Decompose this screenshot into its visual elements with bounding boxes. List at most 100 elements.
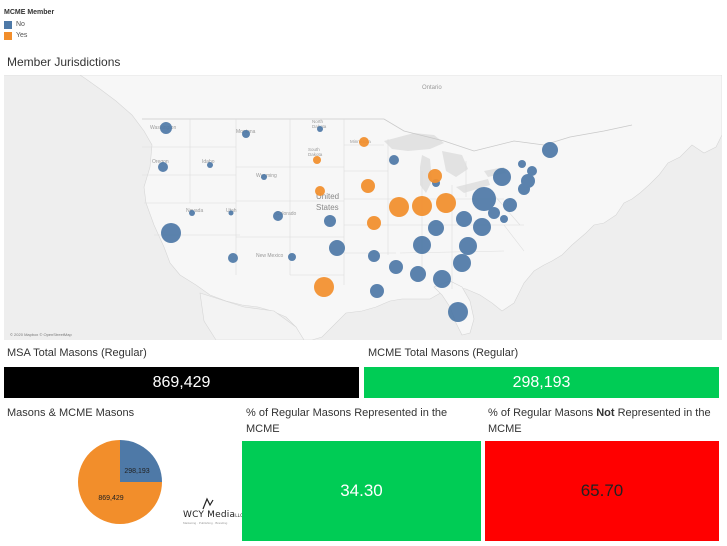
marker-massachusetts xyxy=(521,174,535,188)
marker-new-jersey xyxy=(503,198,517,212)
marker-texas xyxy=(314,277,334,297)
marker-new-hampshire xyxy=(527,166,537,176)
mcme-total-value: 298,193 xyxy=(512,373,571,391)
msa-total-value: 869,429 xyxy=(152,373,211,391)
marker-montana xyxy=(242,130,250,138)
border-canada-us xyxy=(142,118,633,152)
legend-title: MCME Member xyxy=(4,9,55,16)
legend-swatch-no xyxy=(4,20,12,29)
marker-kentucky xyxy=(428,220,444,236)
marker-virginia xyxy=(473,218,491,236)
marker-oregon xyxy=(158,162,168,172)
legend-item-yes[interactable]: Yes xyxy=(4,30,54,41)
markers-yes[interactable] xyxy=(313,137,456,297)
not-represented-title-pre: % of Regular Masons xyxy=(488,407,597,419)
logo-tagline: Marketing · Publishing · Branding xyxy=(183,521,228,525)
mcme-total-title: MCME Total Masons (Regular) xyxy=(368,347,519,359)
marker-vermont xyxy=(518,160,526,168)
legend-item-no[interactable]: No xyxy=(4,19,54,30)
label-oregon: Oregon xyxy=(152,159,169,165)
marker-wyoming xyxy=(261,174,267,180)
marker-wisconsin xyxy=(389,155,399,165)
marker-colorado xyxy=(273,211,283,221)
legend-label-no: No xyxy=(16,21,25,28)
not-represented-title: % of Regular Masons Not Represented in t… xyxy=(488,405,718,437)
marker-illinois xyxy=(389,197,409,217)
marker-idaho xyxy=(207,162,213,168)
label-south-dakota-2: Dakota xyxy=(308,152,323,157)
marker-delaware xyxy=(500,215,508,223)
marker-louisiana xyxy=(370,284,384,298)
jurisdiction-map[interactable]: Ontario Washington Montana North Dakota … xyxy=(4,75,722,340)
marker-washington xyxy=(160,122,172,134)
logo-name: WCY Media xyxy=(183,510,236,520)
wcy-media-logo: WCY MediaLLC Marketing · Publishing · Br… xyxy=(183,497,243,525)
marker-georgia xyxy=(433,270,451,288)
represented-box: 34.30 xyxy=(242,441,481,541)
label-south-dakota-1: South xyxy=(308,147,320,152)
marker-nebraska xyxy=(315,186,325,196)
marker-missouri xyxy=(367,216,381,230)
color-legend: MCME Member No Yes xyxy=(4,9,54,41)
marker-alabama xyxy=(410,266,426,282)
marker-arizona xyxy=(228,253,238,263)
lake-michigan xyxy=(420,155,432,193)
mcme-total-bar: 298,193 xyxy=(364,367,719,398)
marker-new-york xyxy=(493,168,511,186)
marker-pennsylvania xyxy=(472,187,496,211)
marker-iowa xyxy=(361,179,375,193)
marker-minnesota xyxy=(359,137,369,147)
marker-new-mexico xyxy=(288,253,296,261)
marker-ohio xyxy=(436,193,456,213)
legend-swatch-yes xyxy=(4,31,12,40)
marker-tennessee xyxy=(413,236,431,254)
not-represented-value: 65.70 xyxy=(580,481,624,500)
marker-mississippi xyxy=(389,260,403,274)
label-ontario: Ontario xyxy=(422,85,442,91)
map-title: Member Jurisdictions xyxy=(7,55,121,69)
label-idaho: Idaho xyxy=(202,159,215,165)
label-north-dakota-1: North xyxy=(312,119,324,124)
label-country-2: States xyxy=(316,203,339,212)
pie-title: Masons & MCME Masons xyxy=(7,407,135,419)
markers-no[interactable] xyxy=(158,122,558,322)
map-credit[interactable]: © 2020 Mapbox © OpenStreetMap xyxy=(10,332,72,337)
pie-slice-mcme[interactable] xyxy=(120,440,162,482)
logo-suffix: LLC xyxy=(235,513,244,518)
marker-indiana xyxy=(412,196,432,216)
not-represented-box: 65.70 xyxy=(485,441,719,541)
pie-label-mcme: 298,193 xyxy=(124,468,149,475)
marker-north-dakota xyxy=(317,126,323,132)
marker-kansas xyxy=(324,215,336,227)
land-mexico xyxy=(199,292,305,340)
represented-value: 34.30 xyxy=(340,481,383,500)
marker-nevada xyxy=(189,210,195,216)
marker-maine xyxy=(542,142,558,158)
lake-erie xyxy=(456,179,490,193)
marker-west-virginia xyxy=(456,211,472,227)
marker-michigan-lp xyxy=(428,169,442,183)
logo-wordmark: WCY MediaLLC xyxy=(183,510,243,520)
label-country-1: United xyxy=(316,192,339,201)
pie-label-total: 869,429 xyxy=(98,495,123,502)
msa-total-bar: 869,429 xyxy=(4,367,359,398)
label-nevada: Nevada xyxy=(186,208,203,214)
marker-south-carolina xyxy=(453,254,471,272)
land-north-america xyxy=(4,75,722,340)
marker-oklahoma xyxy=(329,240,345,256)
marker-maryland xyxy=(488,207,500,219)
lake-huron xyxy=(442,151,468,177)
logo-mark-icon xyxy=(202,497,214,510)
map-canvas[interactable]: Ontario Washington Montana North Dakota … xyxy=(4,75,722,340)
represented-title: % of Regular Masons Represented in the M… xyxy=(246,407,448,435)
pie-chart[interactable]: 298,193 869,429 xyxy=(78,440,162,524)
label-new-mexico: New Mexico xyxy=(256,253,283,259)
marker-california xyxy=(161,223,181,243)
marker-utah xyxy=(228,210,234,216)
not-represented-title-post: Represented in the MCME xyxy=(488,407,711,435)
legend-label-yes: Yes xyxy=(16,32,28,39)
marker-north-carolina xyxy=(459,237,477,255)
msa-total-title: MSA Total Masons (Regular) xyxy=(7,347,147,359)
marker-florida xyxy=(448,302,468,322)
marker-arkansas xyxy=(368,250,380,262)
